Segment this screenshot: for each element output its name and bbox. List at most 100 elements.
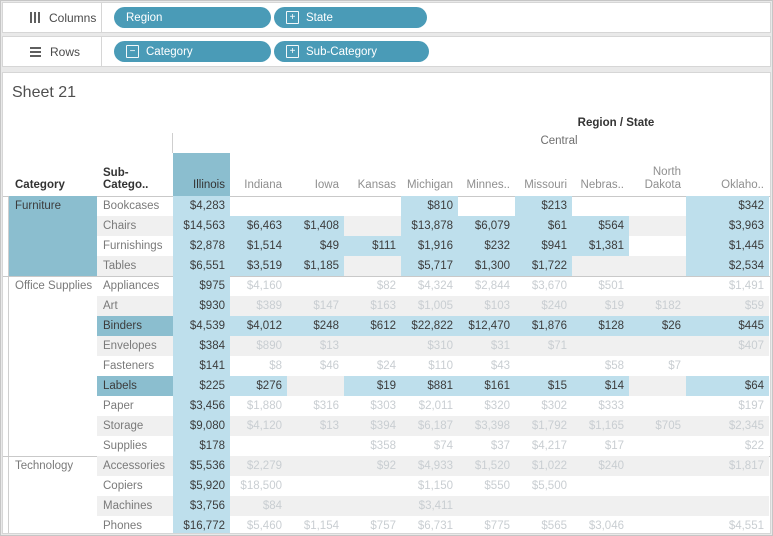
value-cell-art-nebras[interactable]: $19 xyxy=(572,296,629,316)
value-cell-envelopes-illinois[interactable]: $384 xyxy=(173,336,230,356)
state-column-header-michigan[interactable]: Michigan xyxy=(406,179,453,191)
value-cell-appliances-illinois[interactable]: $975 xyxy=(173,276,230,296)
value-cell-accessories-missouri[interactable]: $1,022 xyxy=(515,456,572,476)
value-cell-copiers-kansas[interactable] xyxy=(344,476,401,496)
value-cell-bookcases-oklaho[interactable]: $342 xyxy=(686,196,769,216)
value-cell-bookcases-illinois[interactable]: $4,283 xyxy=(173,196,230,216)
value-cell-supplies-michigan[interactable]: $74 xyxy=(433,440,453,452)
value-cell-copiers-minnes[interactable]: $550 xyxy=(484,480,510,492)
value-cell-fasteners-missouri[interactable] xyxy=(515,356,572,376)
value-cell-storage-missouri[interactable]: $1,792 xyxy=(515,416,572,436)
value-cell-tables-kansas[interactable] xyxy=(344,256,401,276)
value-cell-supplies-minnes[interactable]: $37 xyxy=(490,440,510,452)
value-cell-machines-iowa[interactable] xyxy=(287,496,344,516)
subcategory-row-header-phones[interactable]: Phones xyxy=(103,520,143,532)
value-cell-appliances-missouri[interactable]: $3,670 xyxy=(531,280,567,292)
value-cell-storage-kansas[interactable]: $394 xyxy=(344,416,401,436)
value-cell-machines-missouri[interactable] xyxy=(515,496,572,516)
value-cell-chairs-kansas[interactable] xyxy=(344,216,401,236)
value-cell-labels-north-dakota[interactable] xyxy=(629,376,686,396)
expand-plus-icon[interactable]: + xyxy=(286,11,299,24)
value-cell-fasteners-north-dakota[interactable]: $7 xyxy=(668,360,681,372)
value-cell-tables-north-dakota[interactable] xyxy=(629,256,686,276)
value-cell-paper-indiana[interactable]: $1,880 xyxy=(246,400,282,412)
value-cell-envelopes-north-dakota[interactable] xyxy=(629,336,686,356)
value-cell-paper-north-dakota[interactable] xyxy=(629,396,686,416)
value-cell-copiers-illinois[interactable]: $5,920 xyxy=(173,476,230,496)
value-cell-copiers-indiana[interactable]: $18,500 xyxy=(240,480,282,492)
expand-plus-icon[interactable]: + xyxy=(286,45,299,58)
value-cell-chairs-oklaho[interactable]: $3,963 xyxy=(686,216,769,236)
subcategory-row-header-appliances[interactable]: Appliances xyxy=(103,280,160,292)
value-cell-fasteners-michigan[interactable]: $110 xyxy=(428,360,453,372)
value-cell-chairs-iowa[interactable]: $1,408 xyxy=(287,216,344,236)
value-cell-binders-michigan[interactable]: $22,822 xyxy=(401,316,458,336)
value-cell-machines-oklaho[interactable] xyxy=(686,496,769,516)
value-cell-envelopes-nebras[interactable] xyxy=(572,336,629,356)
value-cell-paper-iowa[interactable]: $316 xyxy=(313,400,339,412)
value-cell-art-minnes[interactable]: $103 xyxy=(458,296,515,316)
value-cell-bookcases-michigan[interactable]: $810 xyxy=(401,196,458,216)
value-cell-chairs-north-dakota[interactable] xyxy=(629,216,686,236)
value-cell-binders-missouri[interactable]: $1,876 xyxy=(515,316,572,336)
value-cell-binders-oklaho[interactable]: $445 xyxy=(686,316,769,336)
value-cell-fasteners-kansas[interactable]: $24 xyxy=(376,360,396,372)
value-cell-supplies-kansas[interactable]: $358 xyxy=(370,440,396,452)
value-cell-paper-nebras[interactable]: $333 xyxy=(598,400,624,412)
value-cell-bookcases-missouri[interactable]: $213 xyxy=(515,196,572,216)
category-column-header[interactable]: Category xyxy=(15,179,65,191)
value-cell-storage-illinois[interactable]: $9,080 xyxy=(173,416,230,436)
subcategory-row-header-furnishings[interactable]: Furnishings xyxy=(103,240,163,252)
value-cell-binders-indiana[interactable]: $4,012 xyxy=(230,316,287,336)
value-cell-appliances-minnes[interactable]: $2,844 xyxy=(474,280,510,292)
value-cell-chairs-michigan[interactable]: $13,878 xyxy=(401,216,458,236)
value-cell-labels-oklaho[interactable]: $64 xyxy=(686,376,769,396)
value-cell-accessories-minnes[interactable]: $1,520 xyxy=(458,456,515,476)
pill-state[interactable]: + State xyxy=(274,7,427,28)
value-cell-labels-illinois[interactable]: $225 xyxy=(173,376,230,396)
state-column-header-north-dakota[interactable]: North Dakota xyxy=(644,166,681,191)
value-cell-tables-michigan[interactable]: $5,717 xyxy=(401,256,458,276)
value-cell-phones-minnes[interactable]: $775 xyxy=(484,520,510,532)
subcategory-column-header[interactable]: Sub-Catego.. xyxy=(103,167,149,191)
value-cell-chairs-nebras[interactable]: $564 xyxy=(572,216,629,236)
value-cell-phones-michigan[interactable]: $6,731 xyxy=(417,520,453,532)
value-cell-binders-illinois[interactable]: $4,539 xyxy=(173,316,230,336)
value-cell-binders-kansas[interactable]: $612 xyxy=(344,316,401,336)
value-cell-binders-iowa[interactable]: $248 xyxy=(287,316,344,336)
value-cell-storage-nebras[interactable]: $1,165 xyxy=(572,416,629,436)
value-cell-furnishings-kansas[interactable]: $111 xyxy=(344,236,401,256)
value-cell-art-iowa[interactable]: $147 xyxy=(287,296,344,316)
value-cell-labels-missouri[interactable]: $15 xyxy=(515,376,572,396)
value-cell-envelopes-indiana[interactable]: $890 xyxy=(230,336,287,356)
value-cell-appliances-oklaho[interactable]: $1,491 xyxy=(728,280,764,292)
pill-subcategory[interactable]: + Sub-Category xyxy=(274,41,429,62)
value-cell-fasteners-minnes[interactable]: $43 xyxy=(490,360,510,372)
value-cell-phones-iowa[interactable]: $1,154 xyxy=(303,520,339,532)
value-cell-labels-minnes[interactable]: $161 xyxy=(458,376,515,396)
value-cell-paper-kansas[interactable]: $303 xyxy=(370,400,396,412)
region-header-central[interactable]: Central xyxy=(540,135,578,147)
value-cell-furnishings-illinois[interactable]: $2,878 xyxy=(173,236,230,256)
subcategory-row-header-copiers[interactable]: Copiers xyxy=(103,480,143,492)
value-cell-storage-oklaho[interactable]: $2,345 xyxy=(686,416,769,436)
value-cell-appliances-indiana[interactable]: $4,160 xyxy=(246,280,282,292)
value-cell-phones-nebras[interactable]: $3,046 xyxy=(588,520,624,532)
value-cell-fasteners-iowa[interactable]: $46 xyxy=(319,360,339,372)
value-cell-furnishings-north-dakota[interactable] xyxy=(629,236,686,256)
value-cell-machines-indiana[interactable]: $84 xyxy=(230,496,287,516)
value-cell-tables-illinois[interactable]: $6,551 xyxy=(173,256,230,276)
value-cell-appliances-north-dakota[interactable] xyxy=(629,276,686,296)
value-cell-phones-missouri[interactable]: $565 xyxy=(541,520,567,532)
subcategory-row-header-fasteners[interactable]: Fasteners xyxy=(103,360,155,372)
value-cell-accessories-north-dakota[interactable] xyxy=(629,456,686,476)
value-cell-machines-michigan[interactable]: $3,411 xyxy=(401,496,458,516)
value-cell-copiers-michigan[interactable]: $1,150 xyxy=(417,480,453,492)
value-cell-accessories-kansas[interactable]: $92 xyxy=(344,456,401,476)
state-column-header-missouri[interactable]: Missouri xyxy=(524,179,567,191)
state-column-header-indiana[interactable]: Indiana xyxy=(244,179,282,191)
value-cell-appliances-kansas[interactable]: $82 xyxy=(376,280,396,292)
value-cell-copiers-nebras[interactable] xyxy=(572,476,629,496)
subcategory-row-header-art[interactable]: Art xyxy=(97,296,173,316)
value-cell-art-kansas[interactable]: $163 xyxy=(344,296,401,316)
